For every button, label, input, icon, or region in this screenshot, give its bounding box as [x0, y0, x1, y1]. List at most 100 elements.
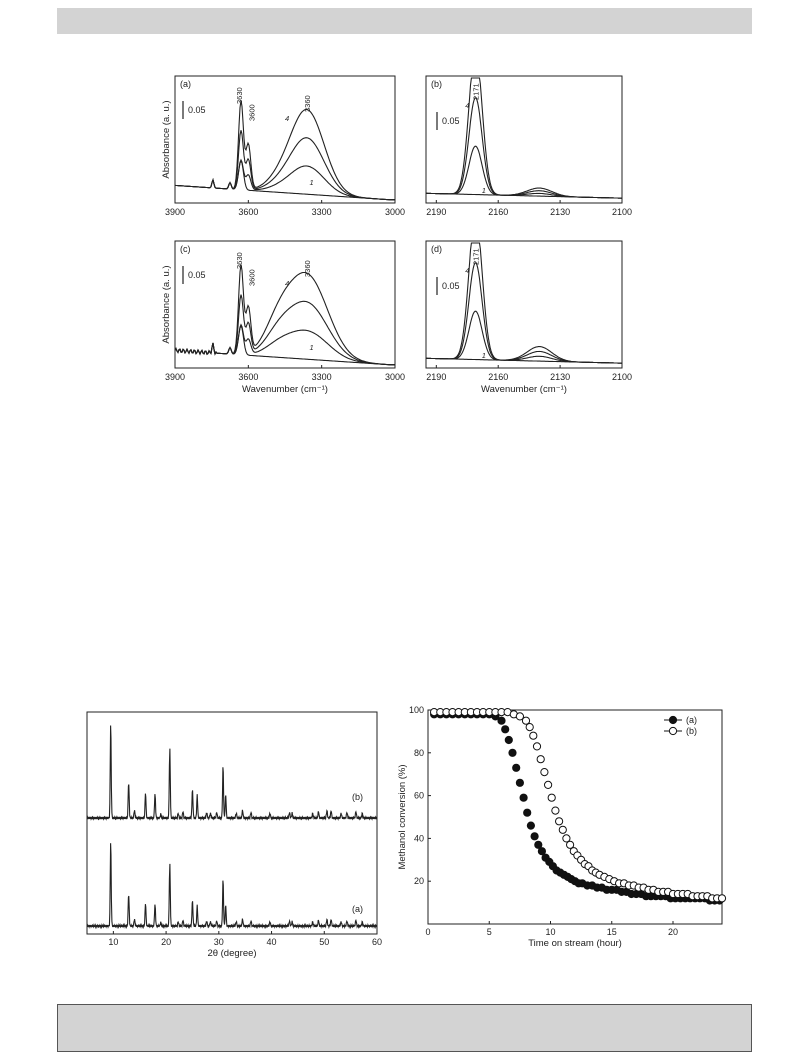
series-a	[430, 710, 724, 905]
data-point	[558, 825, 567, 834]
curve-label: 1	[309, 343, 313, 352]
xrd-pattern-a	[86, 843, 378, 930]
conversion-x-axis-label: Time on stream (hour)	[528, 938, 622, 949]
scale-bar-label: 0.05	[442, 281, 460, 291]
scale-bar-label: 0.05	[188, 105, 206, 115]
methanol-conversion-chart: 0 5 10 15 20 20 40 60 80 100 Time on stream (hour)…	[397, 705, 727, 949]
curve-label: 1	[482, 186, 486, 195]
ir-spectrum-curve	[174, 324, 395, 366]
ir-x-tick-label: 2100	[612, 372, 632, 382]
xrd-x-tick-label: 40	[267, 937, 277, 947]
data-point	[504, 735, 513, 745]
legend-entry: (b)	[686, 726, 697, 736]
ir-panel-label: (b)	[431, 79, 442, 89]
curve-label: 4	[285, 279, 289, 288]
xrd-pattern-b	[86, 725, 378, 822]
ir-x-tick-label: 3900	[165, 207, 185, 217]
ir-spectrum-curve	[426, 77, 623, 199]
conversion-x-tick-label: 20	[668, 927, 678, 937]
legend-marker	[668, 715, 678, 725]
conversion-x-tick-label: 10	[545, 927, 555, 937]
ir-spectrum-curve	[174, 159, 395, 201]
data-point	[525, 723, 534, 732]
ir-spectrum-curve	[174, 100, 395, 201]
ir-spectrum-curve	[426, 97, 623, 199]
curve-label: 4	[465, 266, 469, 275]
ir-x-tick-label: 2130	[550, 207, 570, 217]
data-point	[523, 808, 532, 817]
ir-x-tick-label: 3600	[238, 372, 258, 382]
xrd-series-label-a: (a)	[352, 904, 363, 914]
data-point	[551, 806, 560, 815]
data-point	[526, 821, 535, 830]
data-point	[530, 832, 539, 841]
data-point	[566, 840, 575, 849]
ir-x-tick-label: 3600	[238, 207, 258, 217]
data-point	[521, 716, 531, 725]
ir-panel-frame	[174, 240, 396, 369]
data-point	[501, 725, 510, 734]
conversion-y-tick-label: 40	[414, 833, 424, 843]
data-point	[508, 748, 517, 757]
conversion-plot-frame	[427, 709, 723, 925]
ir-spectrum-curve	[426, 242, 623, 364]
data-point	[717, 894, 727, 903]
scale-bar-label: 0.05	[188, 270, 206, 280]
data-point	[515, 712, 525, 721]
data-point	[547, 793, 556, 802]
data-point	[534, 840, 543, 849]
ir-x-tick-label: 2190	[426, 372, 446, 382]
conversion-y-tick-label: 80	[414, 748, 424, 758]
data-point	[512, 763, 521, 772]
xrd-series-label-b: (b)	[352, 792, 363, 802]
ir-x-tick-label: 2100	[612, 207, 632, 217]
ir-x-axis-label: Wavenumber (cm⁻¹)	[242, 384, 328, 395]
ir-x-axis-label: Wavenumber (cm⁻¹)	[481, 384, 567, 395]
ir-spectrum-curve	[426, 262, 623, 364]
scale-bar-label: 0.05	[442, 116, 460, 126]
curve-label: 4	[285, 114, 289, 123]
peak-label: 3600	[247, 269, 256, 286]
data-point	[537, 847, 546, 856]
legend-entry: (a)	[686, 715, 697, 725]
peak-label: 2171	[472, 83, 481, 100]
data-point	[529, 731, 538, 740]
conversion-y-tick-label: 60	[414, 791, 424, 801]
ir-x-tick-label: 3900	[165, 372, 185, 382]
xrd-x-tick-label: 30	[214, 937, 224, 947]
curve-label: 4	[465, 101, 469, 110]
footer-band	[57, 1004, 752, 1052]
peak-label: 3360	[303, 95, 312, 112]
peak-label: 2171	[472, 248, 481, 265]
data-point	[540, 768, 549, 777]
ir-spectra-figure: 3900 3600 3300 3000 (a) 0.05 3630 3600 3360 4 1 Abs…	[161, 75, 632, 395]
xrd-x-axis-label: 2θ (degree)	[207, 948, 256, 959]
ir-panel-c: 3900 3600 3300 3000(c)0.0536303600336041Abs…	[161, 240, 405, 395]
ir-x-tick-label: 3300	[312, 372, 332, 382]
xrd-frame	[86, 711, 378, 935]
ir-y-axis-label: Absorbance (a. u.)	[161, 265, 172, 343]
data-point	[497, 716, 506, 725]
conversion-x-tick-label: 5	[487, 927, 492, 937]
ir-panel-frame	[425, 240, 623, 369]
curve-label: 1	[482, 351, 486, 360]
ir-panel-label: (c)	[180, 244, 191, 254]
ir-panel-a: 3900 3600 3300 3000(a)0.0536303600336041Abs…	[161, 75, 405, 217]
data-point	[519, 793, 528, 802]
data-point	[544, 780, 553, 790]
ir-x-tick-label: 2130	[550, 372, 570, 382]
peak-label: 3360	[303, 260, 312, 277]
xrd-x-tick-label: 60	[372, 937, 382, 947]
conversion-y-tick-label: 100	[409, 705, 424, 715]
ir-panel-label: (a)	[180, 79, 191, 89]
peak-label: 3630	[235, 87, 244, 104]
ir-x-tick-label: 3000	[385, 207, 405, 217]
curve-label: 1	[309, 178, 313, 187]
ir-x-tick-label: 2160	[488, 207, 508, 217]
ir-panel-label: (d)	[431, 244, 442, 254]
xrd-x-tick-label: 20	[161, 937, 171, 947]
ir-x-tick-label: 3000	[385, 372, 405, 382]
data-point	[555, 817, 564, 826]
series-b	[430, 708, 727, 903]
